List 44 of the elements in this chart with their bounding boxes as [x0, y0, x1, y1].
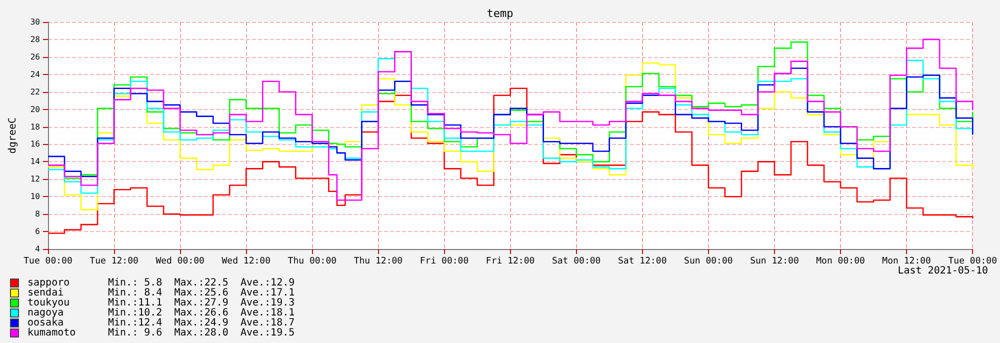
y-tick-label: 10 [30, 192, 40, 202]
text: Min.: 5.8 Max.:22.5 Ave.:12.9 [108, 278, 295, 288]
x-tick-label: Thu 12:00 [354, 256, 403, 266]
legend-label: toukyou [28, 298, 70, 308]
legend-label: sendai [28, 288, 64, 298]
text: Last 2021-05-10 [898, 266, 988, 276]
x-tick-label: Wed 12:00 [222, 256, 271, 266]
y-tick-label: 22 [30, 87, 40, 96]
y-tick-label: 28 [30, 34, 40, 44]
y-tick-label: 16 [30, 140, 40, 149]
x-tick-label: Mon 12:00 [882, 256, 931, 266]
legend-label: kumamoto [28, 328, 76, 338]
y-tick-label: 18 [30, 122, 40, 132]
x-tick-label: Fri 12:00 [486, 256, 535, 266]
y-tick-label: 12 [30, 174, 40, 184]
legend-label: sapporo [28, 278, 70, 288]
y-tick-label: 24 [30, 70, 40, 79]
y-tick-label: 20 [30, 104, 40, 114]
x-tick-label: Sun 00:00 [684, 256, 733, 266]
text: Min.:12.4 Max.:24.9 Ave.:18.7 [108, 318, 295, 328]
y-axis-title: dgreeC [8, 117, 18, 154]
text: Min.: 8.4 Max.:25.6 Ave.:17.1 [108, 288, 295, 298]
x-tick-label: Thu 00:00 [288, 256, 337, 266]
y-tick-label: 26 [30, 52, 40, 62]
text: Min.:10.2 Max.:26.6 Ave.:18.1 [108, 308, 295, 318]
text: Min.:11.1 Max.:27.9 Ave.:19.3 [108, 298, 295, 308]
x-tick-label: Wed 00:00 [156, 256, 204, 266]
y-tick-label: 6 [35, 227, 40, 236]
y-tick-label: 30 [30, 18, 40, 26]
y-tick-label: 4 [35, 244, 40, 254]
x-tick-label: Sat 00:00 [552, 256, 601, 266]
x-tick-label: Tue 00:00 [948, 256, 998, 266]
y-tick-label: 8 [35, 210, 40, 219]
y-tick-label: 14 [30, 157, 40, 166]
x-tick-label: Sun 12:00 [750, 256, 799, 266]
x-tick-label: Sat 12:00 [618, 256, 667, 266]
chart-title: temp [486, 7, 514, 20]
legend-label: nagoya [28, 308, 64, 318]
x-tick-label: Mon 00:00 [816, 256, 865, 266]
x-tick-label: Fri 00:00 [420, 256, 469, 266]
text: Min.: 9.6 Max.:28.0 Ave.:19.5 [108, 328, 295, 338]
legend-label: oosaka [28, 318, 64, 328]
x-tick-label: Tue 12:00 [90, 256, 138, 266]
x-tick-label: Tue 00:00 [24, 256, 72, 266]
